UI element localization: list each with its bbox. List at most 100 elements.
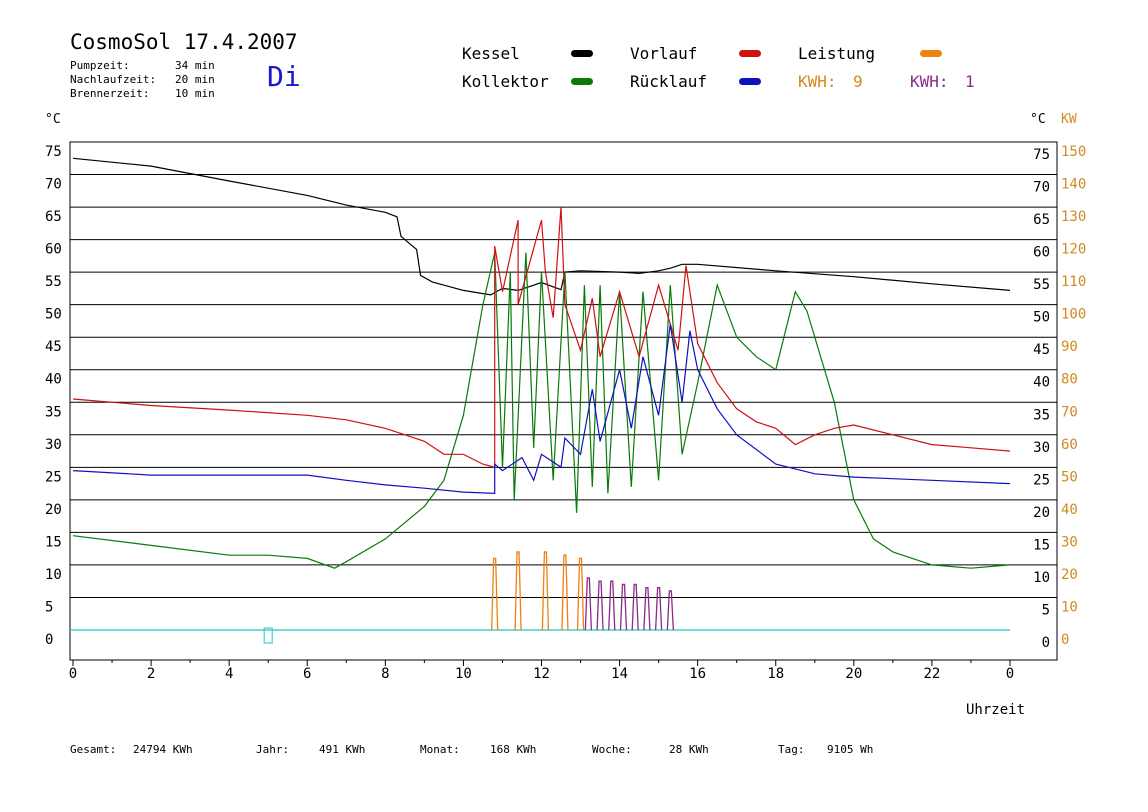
y-tick-label-right: 30 xyxy=(1033,440,1050,456)
kw-tick-label: 0 xyxy=(1061,632,1069,648)
kw-tick-label: 90 xyxy=(1061,339,1078,355)
x-tick-label: 22 xyxy=(923,666,940,682)
leistung-spikes-mark xyxy=(576,557,585,631)
kw-tick-label: 140 xyxy=(1061,177,1086,193)
timer-value-pump: 34 min xyxy=(175,59,215,72)
kw-tick-label: 100 xyxy=(1061,307,1086,323)
y-tick-label-right: 70 xyxy=(1033,180,1050,196)
footer-woche-label: Woche: xyxy=(592,743,632,756)
y-tick-label: 40 xyxy=(45,372,62,388)
ruecklauf-line xyxy=(72,324,1011,495)
brenner-spikes-mark xyxy=(643,587,651,631)
leistung-spikes-mark xyxy=(541,551,550,631)
kw-axis-unit: KW xyxy=(1061,112,1077,127)
brenner-spikes-mark xyxy=(608,580,616,631)
footer-jahr-value: 491 KWh xyxy=(319,743,366,756)
footer-tag-value: 9105 Wh xyxy=(827,743,874,756)
kw-tick-label: 10 xyxy=(1061,599,1078,615)
x-tick-label: 10 xyxy=(455,666,472,682)
brenner-spikes-mark xyxy=(596,580,604,631)
y-tick-label-right: 50 xyxy=(1033,310,1050,326)
brenner-spikes-mark xyxy=(666,590,674,631)
legend-kwh2-value: 1 xyxy=(965,72,975,91)
footer-monat-value: 168 KWh xyxy=(490,743,537,756)
kw-tick-label: 60 xyxy=(1061,437,1078,453)
timer-value-nachlauf: 20 min xyxy=(175,73,215,86)
kollektor-line xyxy=(72,252,1011,569)
y-tick-label-right: 55 xyxy=(1033,277,1050,293)
kw-tick-label: 50 xyxy=(1061,469,1078,485)
timer-label-brenner: Brennerzeit: xyxy=(70,87,150,100)
legend-kwh1-label: KWH: xyxy=(798,72,837,91)
y-tick-label: 65 xyxy=(45,209,62,225)
brenner-spikes-mark xyxy=(654,587,663,631)
y-tick-label: 10 xyxy=(45,567,62,583)
kw-tick-label: 130 xyxy=(1061,209,1086,225)
x-tick-label: 2 xyxy=(147,666,155,682)
x-tick-label: 4 xyxy=(225,666,233,682)
brenner-spikes-mark xyxy=(619,583,628,631)
y-tick-label: 50 xyxy=(45,307,62,323)
y-tick-label-right: 75 xyxy=(1033,147,1050,163)
x-tick-label: 8 xyxy=(381,666,389,682)
y-tick-label: 0 xyxy=(45,632,53,648)
leistung-spikes-mark xyxy=(491,557,499,631)
legend-kessel-swatch xyxy=(571,50,593,57)
y-tick-label-right: 15 xyxy=(1033,537,1050,553)
leistung-spikes-mark xyxy=(514,551,522,631)
kw-tick-label: 150 xyxy=(1061,144,1086,160)
kw-tick-label: 80 xyxy=(1061,372,1078,388)
leistung-spikes-mark xyxy=(561,554,569,631)
y-tick-label: 60 xyxy=(45,242,62,258)
y-tick-label: 75 xyxy=(45,144,62,160)
legend-kollektor-label: Kollektor xyxy=(462,72,549,91)
timer-value-brenner: 10 min xyxy=(175,87,215,100)
y-tick-label: 25 xyxy=(45,469,62,485)
footer-jahr-label: Jahr: xyxy=(256,743,290,756)
legend-vorlauf-swatch xyxy=(739,50,761,57)
y-tick-label-right: 25 xyxy=(1033,472,1050,488)
y-tick-label: 45 xyxy=(45,339,62,355)
chart-title: CosmoSol 17.4.2007 xyxy=(70,30,298,54)
x-tick-label: 0 xyxy=(1006,666,1014,682)
y-tick-label: 35 xyxy=(45,404,62,420)
y-tick-label: 30 xyxy=(45,437,62,453)
y-tick-label-right: 0 xyxy=(1042,635,1050,651)
kw-tick-label: 120 xyxy=(1061,242,1086,258)
y-tick-label-right: 40 xyxy=(1033,375,1050,391)
y-tick-label-right: 10 xyxy=(1033,570,1050,586)
timer-label-nachlauf: Nachlaufzeit: xyxy=(70,73,157,86)
legend-kwh1-value: 9 xyxy=(853,72,863,91)
legend-vorlauf-label: Vorlauf xyxy=(630,44,698,63)
footer-gesamt-value: 24794 KWh xyxy=(133,743,193,756)
legend-kessel-label: Kessel xyxy=(462,44,520,63)
x-tick-label: 20 xyxy=(845,666,862,682)
x-tick-label: 18 xyxy=(767,666,784,682)
y-tick-label: 15 xyxy=(45,534,62,550)
x-axis-label: Uhrzeit xyxy=(966,702,1026,718)
vorlauf-line xyxy=(72,207,1011,469)
footer-tag-label: Tag: xyxy=(778,743,805,756)
kw-tick-label: 70 xyxy=(1061,404,1078,420)
brenner-spikes-mark xyxy=(631,583,639,631)
y-tick-label: 70 xyxy=(45,177,62,193)
legend-kollektor-swatch xyxy=(571,78,593,85)
right-axis-unit: °C xyxy=(1030,112,1046,127)
x-tick-label: 0 xyxy=(69,666,77,682)
kw-tick-label: 20 xyxy=(1061,567,1078,583)
zero-marker xyxy=(263,627,273,644)
x-tick-label: 14 xyxy=(611,666,628,682)
footer-gesamt-label: Gesamt: xyxy=(70,743,117,756)
legend-leistung-label: Leistung xyxy=(798,44,876,63)
y-tick-label: 20 xyxy=(45,502,62,518)
kw-tick-label: 30 xyxy=(1061,534,1078,550)
y-tick-label-right: 20 xyxy=(1033,505,1050,521)
weekday-label: Di xyxy=(267,60,301,93)
y-tick-label: 55 xyxy=(45,274,62,290)
legend-ruecklauf-swatch xyxy=(739,78,761,85)
y-tick-label-right: 65 xyxy=(1033,212,1050,228)
y-tick-label-right: 60 xyxy=(1033,245,1050,261)
brenner-spikes-mark xyxy=(584,577,592,631)
legend-leistung-swatch xyxy=(920,50,942,57)
